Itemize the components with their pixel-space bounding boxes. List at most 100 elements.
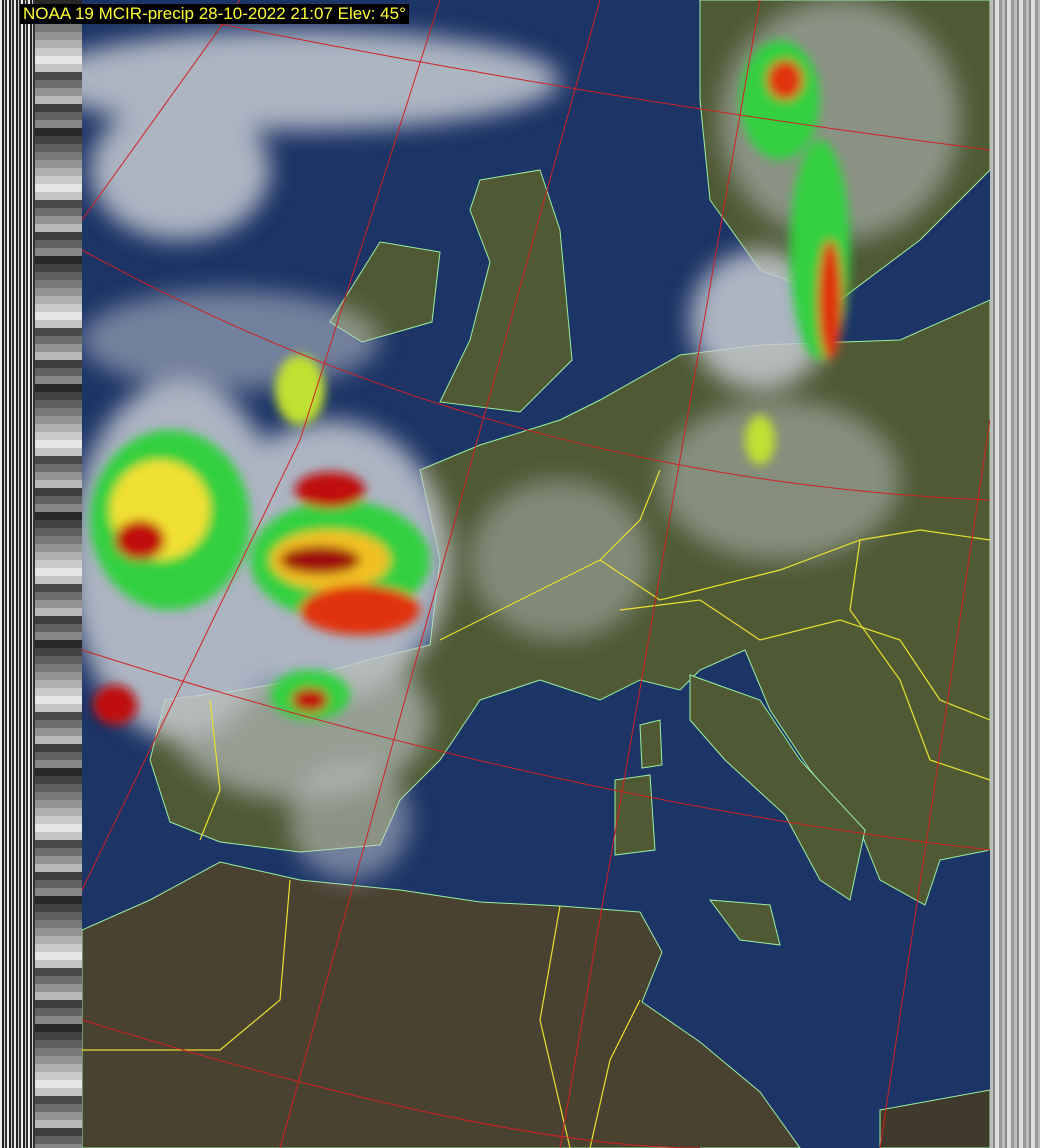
telemetry-wedge <box>35 672 82 680</box>
telemetry-wedge <box>35 608 82 616</box>
telemetry-wedge <box>35 544 82 552</box>
telemetry-wedge <box>35 888 82 896</box>
telemetry-wedge <box>35 192 82 200</box>
telemetry-wedge <box>35 112 82 120</box>
telemetry-wedge <box>35 360 82 368</box>
telemetry-wedge <box>35 856 82 864</box>
telemetry-wedge <box>35 440 82 448</box>
telemetry-wedge <box>35 1080 82 1088</box>
telemetry-wedge <box>35 96 82 104</box>
telemetry-wedge <box>35 848 82 856</box>
lat-lon-grid <box>82 0 990 1148</box>
telemetry-wedge <box>35 648 82 656</box>
telemetry-wedge <box>35 576 82 584</box>
telemetry-wedge <box>35 424 82 432</box>
telemetry-wedge <box>35 56 82 64</box>
telemetry-wedge <box>35 152 82 160</box>
telemetry-wedge <box>35 768 82 776</box>
telemetry-wedge <box>35 24 82 32</box>
telemetry-wedge <box>35 496 82 504</box>
telemetry-wedge <box>35 832 82 840</box>
telemetry-wedge <box>35 512 82 520</box>
telemetry-wedge <box>35 416 82 424</box>
telemetry-wedge <box>35 248 82 256</box>
telemetry-wedge <box>35 384 82 392</box>
telemetry-wedge <box>35 632 82 640</box>
telemetry-wedge <box>35 520 82 528</box>
telemetry-wedge <box>35 944 82 952</box>
telemetry-wedge <box>35 40 82 48</box>
telemetry-wedge <box>35 1008 82 1016</box>
telemetry-wedge <box>35 528 82 536</box>
telemetry-wedge <box>35 448 82 456</box>
telemetry-wedge <box>35 376 82 384</box>
telemetry-wedge <box>35 728 82 736</box>
telemetry-wedge <box>35 896 82 904</box>
telemetry-wedge <box>35 368 82 376</box>
north-africa <box>82 861 801 1148</box>
telemetry-wedge <box>35 584 82 592</box>
image-title: NOAA 19 MCIR-precip 28-10-2022 21:07 Ele… <box>20 4 409 24</box>
precipitation <box>90 40 850 725</box>
telemetry-wedge <box>35 280 82 288</box>
telemetry-wedge <box>35 928 82 936</box>
telemetry-wedge <box>35 688 82 696</box>
telemetry-wedge <box>35 456 82 464</box>
telemetry-wedge <box>35 264 82 272</box>
telemetry-wedge <box>35 400 82 408</box>
weather-map <box>82 0 990 1148</box>
telemetry-wedge <box>35 536 82 544</box>
east-mediterranean-land <box>879 1089 990 1148</box>
telemetry-wedge <box>35 792 82 800</box>
telemetry-wedge <box>35 176 82 184</box>
telemetry-wedge <box>35 48 82 56</box>
telemetry-wedge <box>35 696 82 704</box>
sardinia <box>614 774 656 856</box>
telemetry-wedge <box>35 224 82 232</box>
telemetry-wedge <box>35 784 82 792</box>
telemetry-wedge <box>35 144 82 152</box>
telemetry-wedge <box>35 288 82 296</box>
telemetry-wedge <box>35 352 82 360</box>
sync-strip-left <box>0 0 35 1148</box>
telemetry-wedge <box>35 128 82 136</box>
telemetry-wedge <box>35 720 82 728</box>
telemetry-wedge <box>35 808 82 816</box>
telemetry-wedge <box>35 104 82 112</box>
telemetry-wedge <box>35 272 82 280</box>
telemetry-wedge <box>35 1120 82 1128</box>
telemetry-wedge <box>35 80 82 88</box>
telemetry-wedge <box>35 912 82 920</box>
telemetry-wedge <box>35 168 82 176</box>
telemetry-wedge <box>35 568 82 576</box>
telemetry-wedge <box>35 1000 82 1008</box>
telemetry-wedge <box>35 864 82 872</box>
telemetry-wedge <box>35 656 82 664</box>
telemetry-strip-right <box>990 0 1040 1148</box>
telemetry-wedge <box>35 776 82 784</box>
great-britain <box>439 169 573 413</box>
telemetry-wedge <box>35 1136 82 1144</box>
telemetry-wedge <box>35 800 82 808</box>
telemetry-wedge <box>35 336 82 344</box>
telemetry-wedge <box>35 408 82 416</box>
telemetry-wedge <box>35 640 82 648</box>
telemetry-wedge <box>35 760 82 768</box>
telemetry-wedge <box>35 184 82 192</box>
telemetry-wedge <box>35 200 82 208</box>
telemetry-wedge <box>35 600 82 608</box>
telemetry-wedge <box>35 552 82 560</box>
telemetry-wedge <box>35 1128 82 1136</box>
telemetry-wedge <box>35 1072 82 1080</box>
telemetry-wedge <box>35 560 82 568</box>
telemetry-wedge <box>35 1064 82 1072</box>
telemetry-wedge <box>35 1048 82 1056</box>
telemetry-wedge <box>35 472 82 480</box>
telemetry-wedge <box>35 1056 82 1064</box>
telemetry-wedge <box>35 320 82 328</box>
telemetry-wedge <box>35 392 82 400</box>
telemetry-wedge <box>35 1016 82 1024</box>
telemetry-wedge <box>35 64 82 72</box>
telemetry-wedge <box>35 816 82 824</box>
